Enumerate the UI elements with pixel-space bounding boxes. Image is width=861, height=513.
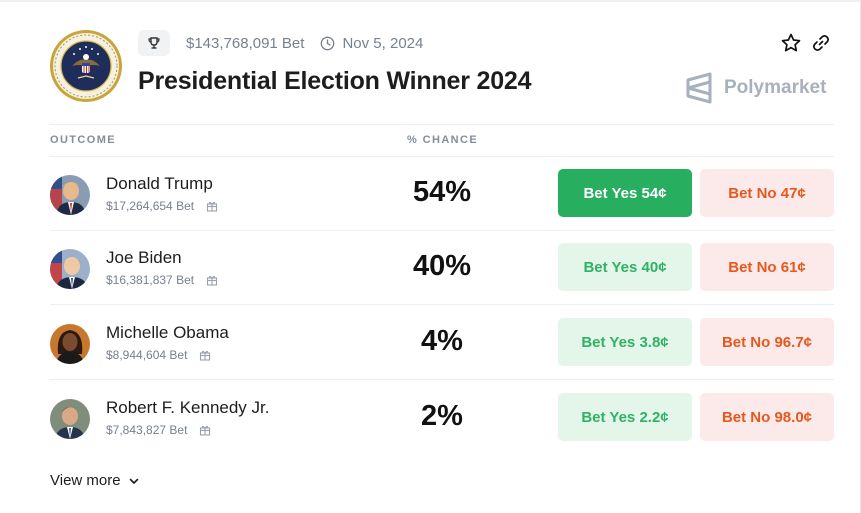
top-divider — [0, 0, 861, 2]
outcome-volume: $16,381,837 Bet — [106, 273, 218, 287]
outcome-volume-text: $7,843,827 Bet — [106, 423, 188, 437]
presidential-seal-icon — [50, 30, 122, 102]
divider — [50, 379, 834, 380]
trophy-icon — [138, 30, 170, 56]
divider — [50, 304, 834, 305]
outcome-row-robert-f-kennedy-jr[interactable]: Robert F. Kennedy Jr. $7,843,827 Bet 2% … — [50, 380, 834, 454]
outcome-volume-text: $17,264,654 Bet — [106, 199, 195, 213]
page-title: Presidential Election Winner 2024 — [138, 67, 532, 95]
end-date: Nov 5, 2024 — [320, 35, 423, 52]
divider — [50, 156, 834, 157]
outcome-row-donald-trump[interactable]: Donald Trump $17,264,654 Bet 54% Bet Yes… — [50, 156, 834, 230]
outcome-name: Donald Trump — [106, 174, 213, 193]
divider — [50, 230, 834, 231]
outcome-chance: 40% — [412, 250, 472, 282]
outcome-volume: $17,264,654 Bet — [106, 199, 218, 213]
chance-column-header: % CHANCE — [407, 134, 479, 146]
gift-icon[interactable] — [199, 424, 211, 436]
bet-yes-button[interactable]: Bet Yes 54¢ — [558, 169, 692, 217]
avatar — [50, 249, 90, 289]
bet-yes-button[interactable]: Bet Yes 3.8¢ — [558, 318, 692, 366]
bet-yes-button[interactable]: Bet Yes 40¢ — [558, 243, 692, 291]
gift-icon[interactable] — [206, 200, 218, 212]
polymarket-brand[interactable]: Polymarket — [684, 72, 826, 104]
star-icon[interactable] — [780, 32, 802, 54]
link-icon[interactable] — [810, 32, 832, 54]
bet-no-button[interactable]: Bet No 96.7¢ — [700, 318, 834, 366]
end-date-text: Nov 5, 2024 — [342, 34, 424, 52]
outcome-row-joe-biden[interactable]: Joe Biden $16,381,837 Bet 40% Bet Yes 40… — [50, 230, 834, 304]
brand-name: Polymarket — [724, 77, 827, 98]
outcome-volume-text: $8,944,604 Bet — [106, 348, 188, 362]
outcome-name: Joe Biden — [106, 248, 182, 267]
polymarket-logo-icon — [686, 72, 712, 104]
gift-icon[interactable] — [206, 274, 218, 286]
bet-no-button[interactable]: Bet No 47¢ — [700, 169, 834, 217]
bet-no-button[interactable]: Bet No 61¢ — [700, 243, 834, 291]
outcome-volume-text: $16,381,837 Bet — [106, 273, 195, 287]
market-volume: $143,768,091 Bet — [186, 34, 305, 52]
outcome-chance: 54% — [412, 176, 472, 208]
outcome-volume: $8,944,604 Bet — [106, 348, 211, 362]
outcome-volume: $7,843,827 Bet — [106, 423, 211, 437]
avatar — [50, 399, 90, 439]
outcome-name: Michelle Obama — [106, 323, 229, 342]
outcome-chance: 4% — [421, 325, 463, 357]
bet-no-button[interactable]: Bet No 98.0¢ — [700, 393, 834, 441]
chevron-down-icon — [129, 478, 138, 484]
outcome-row-michelle-obama[interactable]: Michelle Obama $8,944,604 Bet 4% Bet Yes… — [50, 305, 834, 379]
avatar — [50, 175, 90, 215]
outcome-name: Robert F. Kennedy Jr. — [106, 398, 270, 417]
outcome-column-header: OUTCOME — [50, 134, 117, 146]
view-more-link[interactable]: View more — [50, 472, 140, 489]
divider — [50, 124, 834, 125]
market-meta: $143,768,091 Bet Nov 5, 2024 — [138, 30, 423, 56]
gift-icon[interactable] — [199, 349, 211, 361]
bet-yes-button[interactable]: Bet Yes 2.2¢ — [558, 393, 692, 441]
avatar — [50, 324, 90, 364]
view-more-label: View more — [50, 472, 121, 489]
outcome-chance: 2% — [421, 400, 463, 432]
clock-icon — [321, 36, 335, 50]
